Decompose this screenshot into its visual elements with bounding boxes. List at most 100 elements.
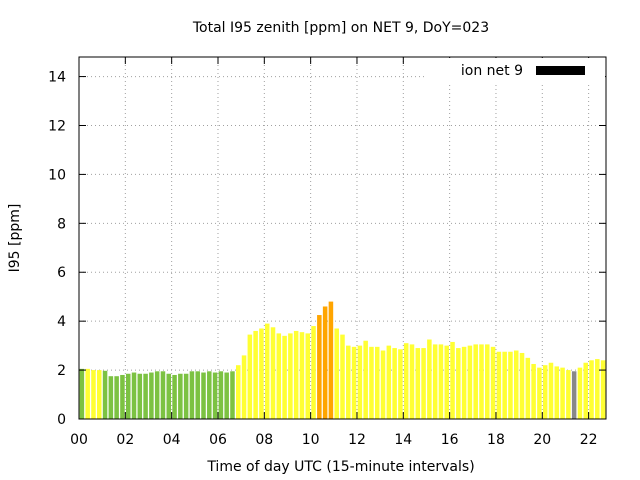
x-tick-label: 18	[487, 432, 505, 448]
bar	[241, 355, 247, 419]
bar	[600, 360, 606, 419]
bar	[589, 360, 594, 419]
bar	[102, 370, 108, 419]
bar	[351, 346, 357, 419]
y-tick-label: 4	[57, 314, 66, 330]
grid	[79, 57, 606, 419]
bar	[293, 330, 299, 419]
x-tick-label: 10	[302, 432, 320, 448]
x-tick-label: 12	[348, 432, 366, 448]
legend-swatch	[536, 66, 585, 75]
bar	[131, 372, 137, 419]
x-tick-label: 22	[580, 432, 598, 448]
bar	[444, 345, 449, 419]
y-tick-label: 12	[48, 118, 66, 134]
bar	[456, 348, 461, 419]
bar	[178, 373, 183, 419]
x-axis-label: Time of day UTC (15-minute intervals)	[206, 459, 474, 475]
bar	[363, 340, 368, 419]
bar	[108, 376, 114, 419]
bar	[154, 371, 160, 419]
bar	[427, 339, 432, 419]
bar	[305, 333, 311, 419]
bar	[398, 349, 403, 419]
bar	[79, 368, 85, 419]
bar	[508, 351, 513, 419]
bar	[143, 373, 148, 419]
bar	[519, 352, 525, 419]
bar	[322, 306, 328, 419]
y-tick-label: 8	[57, 216, 66, 232]
bar	[236, 365, 241, 419]
bar	[571, 371, 577, 419]
bar	[386, 345, 392, 419]
bar	[311, 326, 316, 419]
legend-label: ion net 9	[461, 63, 523, 79]
bar	[288, 333, 293, 419]
bar	[247, 334, 253, 419]
plot-frame	[78, 56, 607, 420]
bar	[114, 376, 119, 419]
bar	[438, 344, 444, 419]
bar	[317, 315, 322, 419]
bar	[328, 301, 334, 419]
bar	[137, 373, 143, 419]
y-tick-label: 0	[57, 412, 66, 428]
x-tick-label: 08	[255, 432, 273, 448]
x-tick-label: 00	[70, 432, 88, 448]
bar	[461, 346, 467, 419]
legend: ion net 9	[427, 58, 605, 82]
x-tick-label: 20	[533, 432, 551, 448]
bar	[595, 359, 600, 419]
bar	[554, 366, 560, 419]
bar	[218, 371, 224, 419]
bar	[125, 373, 131, 419]
bar	[502, 351, 507, 419]
bar	[276, 333, 282, 419]
x-tick-label: 02	[116, 432, 134, 448]
bar	[346, 345, 351, 419]
bar	[421, 348, 426, 419]
y-tick-label: 2	[57, 363, 66, 379]
bar	[577, 367, 583, 419]
bar	[340, 334, 345, 419]
bar	[485, 344, 490, 419]
y-tick-label: 6	[57, 265, 66, 281]
bar	[537, 367, 542, 419]
bar	[496, 351, 502, 419]
bar	[380, 350, 386, 419]
bar	[583, 362, 588, 419]
y-tick-label: 14	[48, 70, 66, 86]
y-axis-label: I95 [ppm]	[7, 204, 23, 273]
bar	[369, 346, 374, 419]
bar	[548, 362, 554, 419]
bar	[166, 373, 172, 419]
bar	[172, 374, 177, 419]
bar	[415, 348, 421, 419]
bar	[270, 327, 276, 419]
bar	[560, 367, 565, 419]
bar	[490, 346, 496, 419]
x-tick-label: 14	[394, 432, 412, 448]
bar	[91, 370, 96, 419]
x-tick-label: 04	[163, 432, 181, 448]
bar	[259, 328, 264, 419]
bar	[450, 341, 455, 419]
bar	[566, 370, 571, 419]
bar	[85, 368, 90, 419]
bar	[212, 372, 218, 419]
bar	[409, 344, 415, 419]
x-tick-label: 16	[441, 432, 459, 448]
bar	[299, 332, 305, 419]
bar	[195, 371, 200, 419]
bar	[513, 350, 519, 419]
bar	[357, 345, 363, 419]
bar	[97, 370, 102, 419]
bars	[79, 301, 606, 419]
bar	[207, 371, 212, 419]
bar	[253, 330, 258, 419]
bar	[531, 363, 536, 419]
bar	[432, 344, 438, 419]
